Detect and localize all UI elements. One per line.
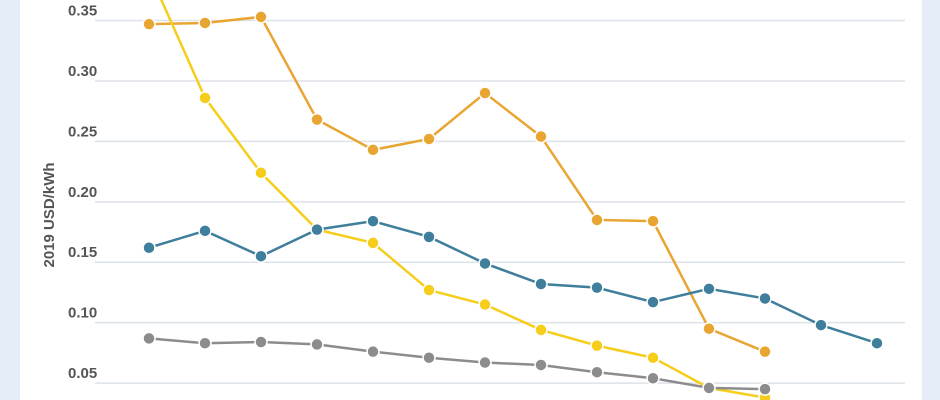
data-point — [198, 224, 212, 238]
data-point — [310, 222, 324, 237]
data-point — [870, 336, 884, 350]
y-tick-label: 0.20 — [68, 184, 97, 201]
data-point — [366, 143, 380, 157]
data-point — [198, 336, 212, 350]
panel — [20, 0, 922, 400]
data-point — [534, 358, 548, 372]
data-point — [534, 323, 548, 337]
data-point — [310, 337, 324, 352]
data-point — [590, 280, 604, 295]
data-point — [422, 350, 436, 365]
data-point — [366, 236, 380, 250]
data-point — [758, 291, 772, 306]
data-point — [198, 91, 212, 105]
y-tick-label: 0.35 — [68, 3, 97, 20]
data-point — [422, 283, 436, 297]
y-tick-label: 0.30 — [68, 63, 97, 80]
series-line — [160, 0, 766, 399]
data-point — [702, 321, 716, 336]
data-point — [534, 129, 548, 144]
y-axis-label: 2019 USD/kWh — [41, 162, 58, 267]
data-point — [366, 214, 380, 228]
data-point — [310, 112, 324, 127]
series-line — [148, 15, 766, 353]
data-point — [478, 86, 492, 100]
data-point — [758, 382, 772, 396]
y-tick-label: 0.05 — [68, 365, 97, 382]
data-point — [366, 344, 380, 359]
data-point — [590, 213, 604, 227]
y-tick-label: 0.15 — [68, 244, 97, 261]
data-point — [142, 331, 156, 346]
data-point — [478, 256, 492, 271]
data-point — [702, 381, 716, 395]
data-point — [254, 166, 268, 180]
data-point — [142, 17, 156, 31]
data-point — [590, 365, 604, 379]
data-point — [814, 318, 828, 332]
data-point — [478, 297, 492, 312]
data-point — [254, 335, 268, 349]
data-point — [646, 350, 660, 365]
data-point — [590, 338, 604, 353]
y-tick-label: 0.10 — [68, 305, 97, 322]
data-point — [478, 355, 492, 370]
data-point — [422, 132, 436, 146]
series-line — [148, 219, 878, 345]
data-point — [646, 214, 660, 228]
data-point — [646, 371, 660, 385]
data-point — [534, 277, 548, 291]
data-point — [702, 282, 716, 296]
data-point — [422, 230, 436, 244]
data-point — [254, 249, 268, 263]
data-point — [646, 295, 660, 309]
series-line — [148, 337, 766, 391]
data-point — [142, 240, 156, 255]
data-point — [758, 344, 772, 359]
data-point — [254, 10, 268, 24]
y-tick-label: 0.25 — [68, 123, 97, 140]
data-point — [198, 16, 212, 30]
